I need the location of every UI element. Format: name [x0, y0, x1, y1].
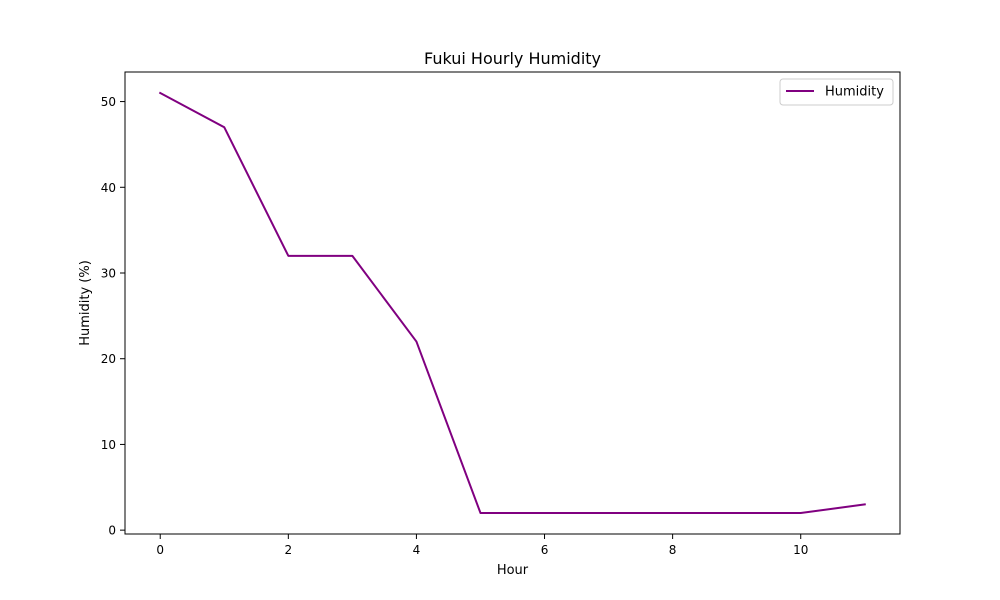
- legend-label-humidity: Humidity: [825, 85, 884, 100]
- plot-area-frame: [124, 71, 901, 535]
- y-axis-label: Humidity (%): [78, 260, 93, 346]
- x-tick-label: 10: [793, 543, 808, 557]
- y-tick-label: 40: [101, 181, 116, 195]
- x-tick-label: 6: [541, 543, 549, 557]
- y-tick-label: 50: [101, 95, 116, 109]
- legend: Humidity: [779, 78, 894, 106]
- chart-title: Fukui Hourly Humidity: [424, 49, 601, 68]
- x-tick-label: 4: [413, 543, 421, 557]
- x-tick-label: 2: [285, 543, 293, 557]
- y-tick-label: 20: [101, 352, 116, 366]
- x-axis-ticks: 0 2 4 6 8 10: [156, 534, 808, 557]
- y-tick-label: 30: [101, 267, 116, 281]
- x-tick-label: 0: [156, 543, 164, 557]
- y-tick-label: 0: [108, 524, 116, 538]
- series-line-humidity: [158, 91, 866, 514]
- y-tick-label: 10: [101, 438, 116, 452]
- y-axis-ticks: 0 10 20 30 40 50: [101, 95, 125, 538]
- x-tick-label: 8: [669, 543, 677, 557]
- x-axis-label: Hour: [497, 563, 529, 578]
- series-layer: [158, 91, 866, 514]
- legend-box: [779, 78, 894, 106]
